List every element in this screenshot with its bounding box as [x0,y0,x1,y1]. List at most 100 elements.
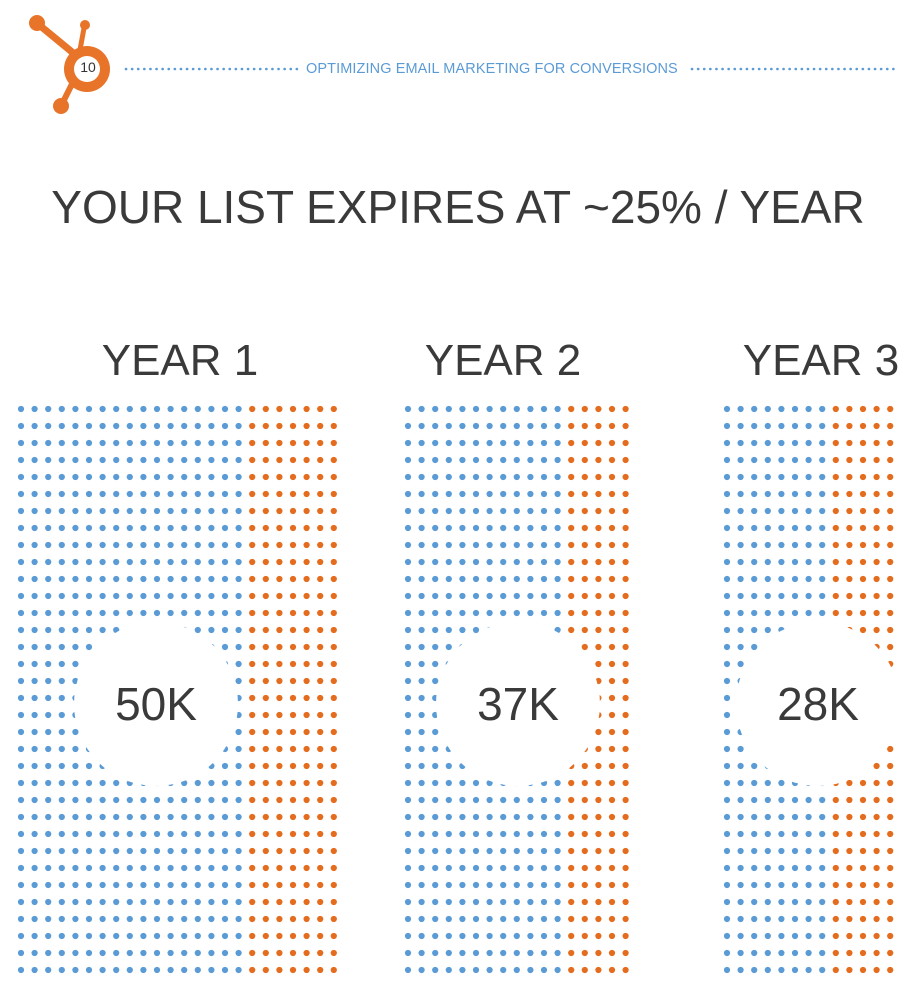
expired-subscriber-dot [873,949,880,957]
expired-subscriber-dot [568,524,575,532]
active-subscriber-dot [540,898,548,906]
active-subscriber-dot [819,422,826,430]
expired-subscriber-dot [846,592,853,600]
active-subscriber-dot [723,405,731,413]
active-subscriber-dot [764,541,771,549]
active-subscriber-dot [819,439,826,447]
active-subscriber-dot [778,830,785,838]
expired-subscriber-dot [249,405,256,413]
active-subscriber-dot [58,898,65,906]
active-subscriber-dot [751,932,758,940]
expired-subscriber-dot [303,643,310,651]
active-subscriber-dot [99,524,106,532]
active-subscriber-dot [194,490,201,498]
expired-subscriber-dot [608,847,616,855]
expired-subscriber-dot [581,575,588,583]
expired-subscriber-dot [873,609,880,617]
active-subscriber-dot [819,541,826,549]
expired-subscriber-dot [581,541,588,549]
active-subscriber-dot [554,847,561,855]
active-subscriber-dot [513,439,520,447]
active-subscriber-dot [778,541,785,549]
active-subscriber-dot [17,847,25,855]
active-subscriber-dot [113,915,120,923]
active-subscriber-dot [432,609,439,617]
active-subscriber-dot [737,575,744,583]
year-2-label: YEAR 2 [424,336,582,385]
active-subscriber-dot [472,881,480,889]
expired-subscriber-dot [568,813,575,821]
expired-subscriber-dot [608,830,616,838]
expired-subscriber-dot [262,439,269,447]
active-subscriber-dot [221,456,229,464]
active-subscriber-dot [31,847,38,855]
active-subscriber-dot [418,422,425,430]
active-subscriber-dot [723,728,731,736]
active-subscriber-dot [805,966,812,974]
expired-subscriber-dot [859,422,867,430]
active-subscriber-dot [31,898,38,906]
expired-subscriber-dot [276,626,283,634]
active-subscriber-dot [404,405,412,413]
expired-subscriber-dot [568,541,575,549]
active-subscriber-dot [805,456,812,464]
active-subscriber-dot [751,626,758,634]
active-subscriber-dot [778,881,785,889]
active-subscriber-dot [527,490,534,498]
active-subscriber-dot [208,592,215,600]
expired-subscriber-dot [262,796,269,804]
active-subscriber-dot [778,966,785,974]
active-subscriber-dot [805,558,812,566]
active-subscriber-dot [235,864,242,872]
active-subscriber-dot [459,796,466,804]
active-subscriber-dot [126,932,133,940]
active-subscriber-dot [778,490,785,498]
active-subscriber-dot [445,507,452,515]
year-1-label: YEAR 1 [101,336,259,385]
expired-subscriber-dot [595,592,602,600]
active-subscriber-dot [778,507,785,515]
active-subscriber-dot [221,762,229,770]
active-subscriber-dot [527,456,534,464]
active-subscriber-dot [418,490,425,498]
active-subscriber-dot [500,524,507,532]
active-subscriber-dot [764,456,771,464]
active-subscriber-dot [221,813,229,821]
active-subscriber-dot [459,575,466,583]
active-subscriber-dot [805,915,812,923]
expired-subscriber-dot [262,456,269,464]
active-subscriber-dot [486,405,493,413]
expired-subscriber-dot [581,915,588,923]
active-subscriber-dot [751,915,758,923]
active-subscriber-dot [486,813,493,821]
expired-subscriber-dot [887,507,894,515]
active-subscriber-dot [791,847,799,855]
expired-subscriber-dot [581,592,588,600]
active-subscriber-dot [764,847,771,855]
active-subscriber-dot [418,609,425,617]
active-subscriber-dot [723,643,731,651]
active-subscriber-dot [208,507,215,515]
expired-subscriber-dot [289,779,297,787]
active-subscriber-dot [432,541,439,549]
year-2-count: 37K [477,678,559,730]
expired-subscriber-dot [608,881,616,889]
expired-subscriber-dot [568,881,575,889]
active-subscriber-dot [167,541,174,549]
expired-subscriber-dot [608,898,616,906]
active-subscriber-dot [58,762,65,770]
expired-subscriber-dot [568,439,575,447]
active-subscriber-dot [17,422,25,430]
expired-subscriber-dot [289,813,297,821]
active-subscriber-dot [99,405,106,413]
active-subscriber-dot [404,456,412,464]
active-subscriber-dot [500,490,507,498]
active-subscriber-dot [140,490,147,498]
active-subscriber-dot [140,898,147,906]
active-subscriber-dot [432,932,439,940]
expired-subscriber-dot [622,541,629,549]
active-subscriber-dot [445,762,452,770]
expired-subscriber-dot [595,881,602,889]
active-subscriber-dot [513,524,520,532]
active-subscriber-dot [167,490,174,498]
